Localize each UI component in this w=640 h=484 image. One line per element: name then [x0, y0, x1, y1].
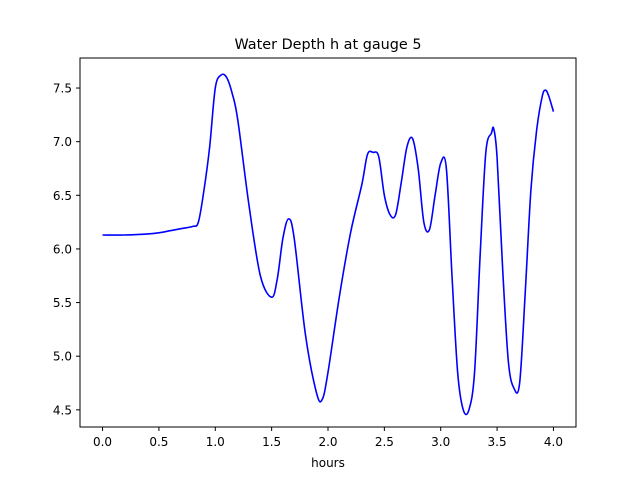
y-tick-label: 5.5: [53, 296, 72, 310]
x-tick-label: 0.0: [93, 435, 112, 449]
y-axis-ticks: 4.5 5.0 5.5 6.0 6.5 7.0 7.5: [53, 82, 80, 417]
x-tick-label: 2.0: [318, 435, 337, 449]
x-tick-label: 0.5: [149, 435, 168, 449]
y-tick-label: 4.5: [53, 403, 72, 417]
chart-title: Water Depth h at gauge 5: [234, 37, 421, 53]
y-tick-label: 6.5: [53, 189, 72, 203]
y-tick-label: 6.0: [53, 242, 72, 256]
plot-frame: [79, 57, 577, 428]
x-tick-label: 1.5: [262, 435, 281, 449]
series-layer: [102, 73, 555, 416]
x-axis-title: hours: [311, 456, 345, 470]
y-tick-label: 5.0: [53, 350, 72, 364]
x-tick-label: 3.5: [488, 435, 507, 449]
x-tick-label: 1.0: [206, 435, 225, 449]
x-tick-label: 4.0: [544, 435, 563, 449]
y-tick-label: 7.5: [53, 82, 72, 96]
series-line: [102, 73, 555, 416]
y-tick-label: 7.0: [53, 135, 72, 149]
x-axis-ticks: 0.0 0.5 1.0 1.5 2.0 2.5 3.0 3.5 4.0: [93, 427, 563, 449]
x-tick-label: 3.0: [431, 435, 450, 449]
x-tick-label: 2.5: [375, 435, 394, 449]
